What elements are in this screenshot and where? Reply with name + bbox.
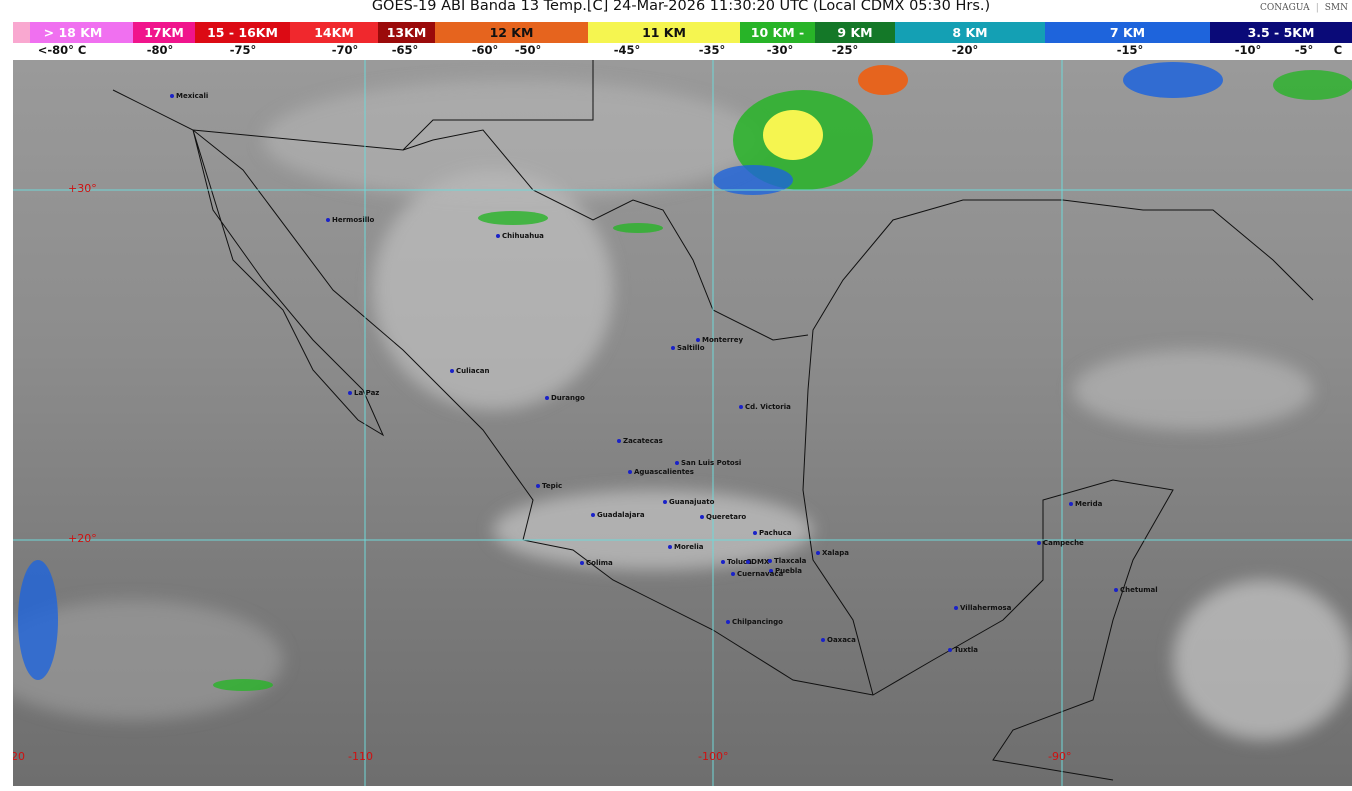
- legend-seg: 8 KM: [895, 22, 1045, 43]
- city-label: Villahermosa: [954, 604, 1011, 612]
- city-label: Durango: [545, 394, 585, 402]
- temp-label: -50°: [514, 43, 542, 57]
- legend-seg: 12 KM: [435, 22, 588, 43]
- city-label: Culiacan: [450, 367, 490, 375]
- legend-seg: 17KM: [133, 22, 195, 43]
- city-label: Mexicali: [170, 92, 208, 100]
- temp-label: -25°: [831, 43, 859, 57]
- city-label: Morelia: [668, 543, 704, 551]
- lat-label: +20°: [68, 532, 97, 545]
- temp-label: -70°: [331, 43, 359, 57]
- city-label: Cuernavaca: [731, 570, 783, 578]
- lon-label: -110: [348, 750, 373, 763]
- city-label: Chetumal: [1114, 586, 1158, 594]
- city-label: Monterrey: [696, 336, 743, 344]
- image-title: GOES-19 ABI Banda 13 Temp.[C] 24-Mar-202…: [371, 0, 991, 14]
- city-label: Tlaxcala: [768, 557, 806, 565]
- city-label: San Luis Potosi: [675, 459, 741, 467]
- temp-label: -75°: [229, 43, 257, 57]
- temp-label: C: [1333, 43, 1343, 57]
- temp-label: -60°: [471, 43, 499, 57]
- city-label: Chilpancingo: [726, 618, 783, 626]
- temp-label: -45°: [613, 43, 641, 57]
- legend-seg: 11 KM: [588, 22, 740, 43]
- agency-logos: CONAGUA | SMN: [1260, 3, 1348, 13]
- city-label: Cd. Victoria: [739, 403, 791, 411]
- city-label: Guanajuato: [663, 498, 714, 506]
- legend-seg: 7 KM: [1045, 22, 1210, 43]
- city-label: Zacatecas: [617, 437, 663, 445]
- map-overlay: [13, 60, 1352, 786]
- city-label: Chihuahua: [496, 232, 544, 240]
- city-label: Pachuca: [753, 529, 792, 537]
- city-label: CDMX: [746, 558, 770, 566]
- city-label: Tepic: [536, 482, 562, 490]
- city-label: Hermosillo: [326, 216, 374, 224]
- city-label: Campeche: [1037, 539, 1084, 547]
- city-label: Xalapa: [816, 549, 849, 557]
- city-label: Merida: [1069, 500, 1102, 508]
- legend-seg: 3.5 - 5KM: [1210, 22, 1352, 43]
- city-label: Oaxaca: [821, 636, 856, 644]
- city-label: Saltillo: [671, 344, 705, 352]
- city-label: Queretaro: [700, 513, 746, 521]
- city-label: Colima: [580, 559, 613, 567]
- coastlines-borders: [112, 60, 1314, 781]
- city-label: Tuxtla: [948, 646, 978, 654]
- legend-seg: 10 KM -: [740, 22, 815, 43]
- graticule: [13, 60, 1352, 786]
- city-label: Guadalajara: [591, 511, 645, 519]
- temp-label: -80°: [146, 43, 174, 57]
- temperature-scale: <-80° C -80° -75° -70° -65° -60° -50° -4…: [0, 43, 1352, 60]
- lon-label: -120: [13, 750, 25, 763]
- legend-seg: 13KM: [378, 22, 435, 43]
- temp-label: -30°: [766, 43, 794, 57]
- temp-label: -15°: [1116, 43, 1144, 57]
- color-legend: > 18 KM 17KM 15 - 16KM 14KM 13KM 12 KM 1…: [13, 22, 1352, 43]
- temp-label: -5°: [1294, 43, 1314, 57]
- temp-label: -65°: [391, 43, 419, 57]
- legend-seg: 14KM: [290, 22, 378, 43]
- legend-seg: 15 - 16KM: [195, 22, 290, 43]
- city-label: Puebla: [769, 567, 802, 575]
- temp-label: <-80° C: [37, 43, 87, 57]
- satellite-map[interactable]: +30° +20° -120 -110 -100° -90° Mexicali …: [13, 60, 1352, 786]
- temp-label: -10°: [1234, 43, 1262, 57]
- city-label: Toluca: [721, 558, 752, 566]
- lon-label: -90°: [1048, 750, 1072, 763]
- conagua-logo: CONAGUA: [1260, 3, 1310, 13]
- city-label: Aguascalientes: [628, 468, 694, 476]
- cloud-layer: [13, 80, 1352, 740]
- storm-cells: [18, 62, 1352, 691]
- temp-label: -20°: [951, 43, 979, 57]
- legend-seg: 9 KM: [815, 22, 895, 43]
- lon-label: -100°: [698, 750, 729, 763]
- city-label: La Paz: [348, 389, 379, 397]
- temp-label: -35°: [698, 43, 726, 57]
- smn-logo: SMN: [1324, 3, 1348, 13]
- legend-seg: > 18 KM: [13, 22, 133, 43]
- lat-label: +30°: [68, 182, 97, 195]
